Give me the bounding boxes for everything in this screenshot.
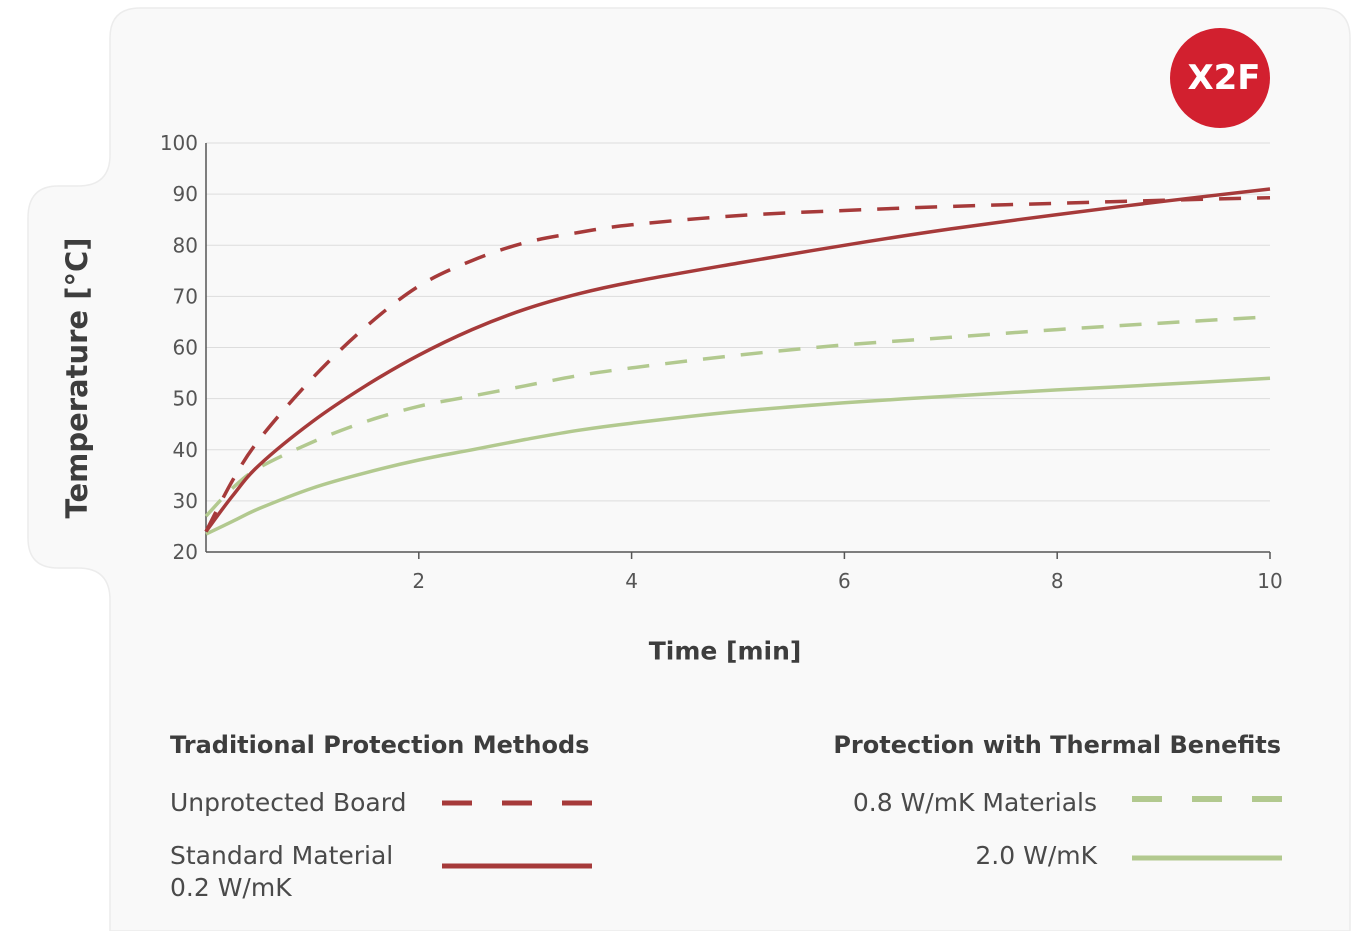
y-tick-label: 50 — [173, 387, 198, 411]
x-tick-label: 4 — [625, 569, 638, 593]
y-axis-label: Temperature [°C] — [60, 237, 94, 519]
series-unprotected-board — [204, 195, 1271, 533]
y-tick-label: 60 — [173, 336, 198, 360]
grid-lines — [206, 142, 1270, 502]
y-tick-label: 70 — [173, 284, 198, 308]
legend-label-standard-material-line2: 0.2 W/mK — [170, 873, 292, 902]
x-axis-label: Time [min] — [648, 636, 802, 666]
x-tick-label: 6 — [838, 569, 851, 593]
legend-group-title: Protection with Thermal Benefits — [833, 731, 1281, 759]
x-tick-label: 2 — [412, 569, 425, 593]
legend-label-2.0-wmk: 2.0 W/mK — [975, 841, 1097, 870]
y-tick-label: 100 — [160, 131, 198, 155]
axes — [205, 143, 1271, 559]
y-tick-label: 40 — [173, 438, 198, 462]
x-tick-labels: 2 4 6 8 10 — [412, 569, 1282, 593]
series-lines — [204, 187, 1271, 536]
logo-text: X2F — [1187, 58, 1261, 98]
y-tick-label: 20 — [173, 540, 198, 564]
series-2.0-wmk — [205, 376, 1271, 536]
legend-swatch-0.8-wmk — [1132, 796, 1282, 802]
legend-label-0.8-wmk: 0.8 W/mK Materials — [852, 788, 1097, 817]
x2f-logo: X2F — [1170, 28, 1270, 128]
legend-swatch-standard-material — [442, 863, 592, 869]
series-standard-material — [204, 187, 1271, 533]
legend-swatch-unprotected-board — [442, 800, 592, 806]
y-tick-labels: 20 30 40 50 60 70 80 90 100 — [160, 131, 198, 564]
x-tick-label: 10 — [1257, 569, 1282, 593]
y-tick-label: 30 — [173, 489, 198, 513]
legend-group-title: Traditional Protection Methods — [170, 731, 590, 759]
x-tick-label: 8 — [1051, 569, 1064, 593]
y-tick-label: 80 — [173, 233, 198, 257]
legend-label-standard-material: Standard Material — [170, 841, 394, 870]
legend-label-unprotected-board: Unprotected Board — [170, 788, 407, 817]
series-0.8-wmk — [204, 315, 1271, 518]
legend-swatch-2.0-wmk — [1132, 855, 1282, 861]
y-tick-label: 90 — [173, 182, 198, 206]
